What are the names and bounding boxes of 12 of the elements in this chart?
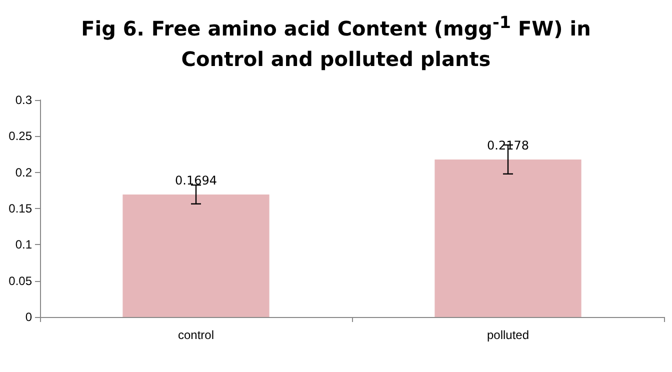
data-label: 0.2178	[487, 138, 529, 152]
y-tick-label: 0.25	[8, 129, 32, 144]
y-tick-label: 0.1	[15, 238, 32, 252]
y-tick-label: 0.05	[8, 274, 32, 288]
y-tick-label: 0.2	[15, 165, 32, 180]
chart-title: Fig 6. Free amino acid Content (mgg$^{-1}$ FW) in Control and polluted plants	[81, 13, 591, 71]
x-tick-label: control	[178, 328, 214, 342]
data-label: 0.1694	[175, 173, 217, 188]
y-tick-label: 0.3	[15, 93, 32, 107]
y-tick-label: 0	[25, 310, 32, 324]
y-tick-label: 0.15	[8, 202, 32, 216]
x-tick-label: polluted	[486, 328, 530, 342]
